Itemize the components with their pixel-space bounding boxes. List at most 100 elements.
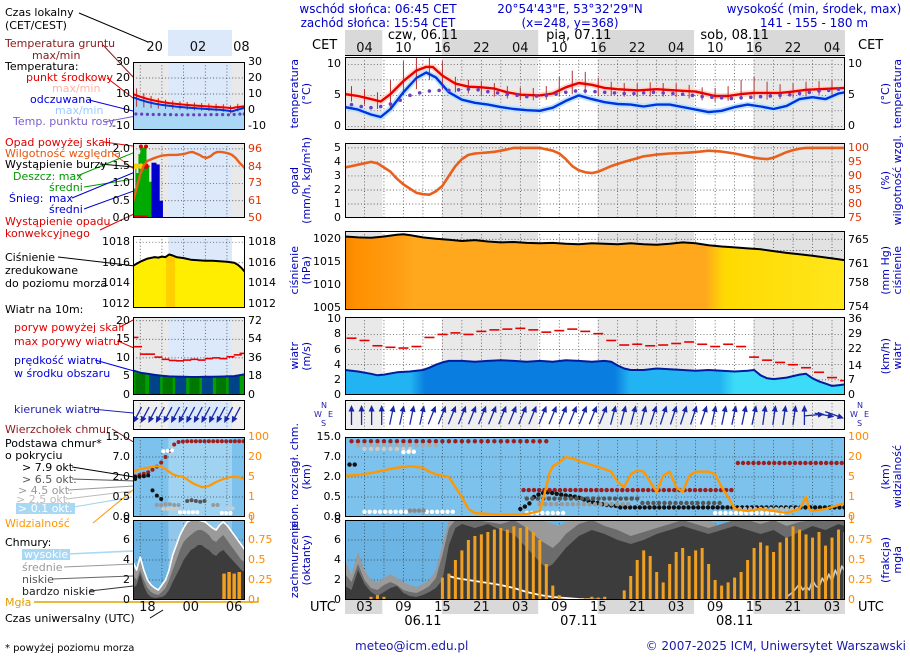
- sidebar-label: Wierzchołek chmur: [5, 423, 111, 436]
- ytick-right: 61: [248, 194, 262, 208]
- ytick-right: 20: [248, 450, 262, 463]
- sidebar-label: poryw powyżej skali: [14, 321, 125, 334]
- mini-cet-tick: 02: [189, 40, 207, 55]
- ytick-right: 0: [848, 388, 855, 401]
- ytick-left: 6: [123, 533, 130, 546]
- ytick-left: 10: [327, 312, 341, 326]
- ytick-right: 0: [848, 119, 855, 133]
- ytick-right: 22: [848, 341, 862, 355]
- ytick-left: 8: [334, 513, 341, 526]
- axis-title-text: wilgotność wzgl.: [891, 135, 904, 226]
- ytick-right: 765: [848, 232, 869, 246]
- ytick-right: 96: [248, 141, 262, 155]
- ytick-right: 0.25: [848, 573, 873, 586]
- ytick-right: 0: [248, 593, 255, 606]
- cet-tick: 16: [745, 41, 763, 56]
- ytick-right: 0: [848, 593, 855, 606]
- ytick-right: 50: [248, 211, 262, 224]
- cet-label-left: CET: [312, 38, 338, 53]
- cet-tick: 04: [512, 41, 529, 56]
- sidebar-label: > 2.5 okt.: [16, 493, 71, 506]
- ytick-left: 4: [334, 154, 341, 168]
- ytick-right: 754: [848, 299, 869, 313]
- sidebar-label: > 0.1 okt.: [16, 502, 75, 515]
- sidebar-label: max/min: [52, 82, 101, 95]
- cet-tick: 04: [667, 41, 685, 56]
- ytick-left: 5: [334, 140, 341, 154]
- location: 20°54'43"E, 53°32'29"N (x=248, y=368): [485, 2, 655, 30]
- cet-tick: 04: [823, 41, 841, 56]
- cet-tick: 16: [589, 41, 607, 56]
- cet-tick: 10: [706, 41, 724, 56]
- cet-tick: 22: [628, 41, 646, 56]
- mini-utc-tick: 00: [182, 600, 200, 615]
- axis-title-text: ciśnienie: [891, 246, 904, 295]
- sidebar-label: Mgła: [5, 596, 32, 609]
- sidebar-label: Wiatr na 10m:: [5, 303, 84, 316]
- chart-p2-precip-humidity: [345, 143, 845, 218]
- ytick-left: 0.5: [323, 490, 342, 503]
- ytick-right: 36: [248, 350, 262, 364]
- date-label: 06.11: [404, 614, 442, 629]
- footnote: * powyżej poziomu morza: [5, 643, 135, 654]
- ytick-right: 20: [248, 71, 262, 84]
- utc-tick: 21: [784, 600, 802, 615]
- utc-tick: 09: [551, 600, 568, 615]
- ytick-right: 5: [248, 470, 255, 483]
- sidebar-label: Widzialność: [5, 517, 70, 530]
- sidebar-label: Temperatura gruntu: [5, 37, 116, 50]
- ytick-left: 4: [123, 553, 130, 566]
- ytick-right: 85: [848, 182, 862, 196]
- ytick-right: 84: [248, 159, 262, 173]
- day-name: sob, 08.11: [700, 28, 769, 43]
- ytick-right: 73: [248, 176, 262, 190]
- chart-m4-mini-wind: [133, 317, 245, 395]
- day-name: pią, 07.11: [546, 28, 612, 43]
- ytick-left: 6: [334, 342, 341, 356]
- ytick-right: 1014: [248, 276, 276, 290]
- chart-p6-cloud-extent-visibility: [345, 437, 845, 517]
- ytick-left: 0.0: [112, 510, 131, 523]
- sidebar-label: > 6.5 okt.: [22, 473, 77, 486]
- ytick-right: -10: [248, 119, 266, 132]
- utc-tick: 09: [706, 600, 724, 615]
- sidebar-label: prędkość wiatru: [14, 354, 102, 367]
- cet-tick: 16: [434, 41, 451, 56]
- sidebar-label: punkt środkowy: [26, 71, 114, 84]
- sidebar-label: Temp. punktu rosy: [13, 115, 115, 128]
- ytick-left: 4: [334, 357, 341, 371]
- contact-email-link[interactable]: meteo@icm.edu.pl: [355, 639, 469, 653]
- utc-tick: 03: [512, 600, 529, 615]
- utc-label-left: UTC: [310, 600, 336, 615]
- ytick-left: 2: [334, 372, 341, 386]
- sidebar-label: Temperatura:: [5, 60, 79, 73]
- ytick-right: 1: [248, 513, 255, 526]
- ytick-left: 0.0: [112, 211, 131, 224]
- utc-tick: 09: [395, 600, 412, 615]
- ytick-right: 10: [248, 87, 262, 100]
- ytick-right: 0.75: [848, 533, 873, 546]
- ytick-left: 15.0: [316, 430, 342, 443]
- utc-tick: 15: [434, 600, 451, 615]
- chart-p3-pressure: [345, 231, 845, 310]
- sidebar-label: max/min: [55, 104, 104, 117]
- ytick-right: 758: [848, 275, 869, 289]
- sidebar-label: Opad powyżej skali: [5, 136, 111, 149]
- ytick-right: 20: [848, 450, 862, 463]
- chart-p4-wind: [345, 317, 845, 395]
- ytick-left: 1012: [102, 296, 130, 310]
- mini-cet-tick: 20: [146, 40, 163, 55]
- ytick-right: 36: [848, 312, 862, 326]
- ytick-left: 0.5: [112, 193, 131, 207]
- ytick-left: 0: [123, 593, 130, 606]
- cet-tick: 22: [473, 41, 490, 56]
- utc-tick: 15: [589, 600, 607, 615]
- ytick-left: 2.0: [323, 470, 342, 483]
- chart-m6-mini-cloud-extent: [133, 437, 245, 517]
- sidebar-label: konwekcyjnego: [5, 227, 90, 240]
- ytick-left: 15.0: [105, 430, 131, 443]
- ytick-right: 100: [848, 140, 869, 154]
- axis-title-text: mgła: [891, 546, 904, 574]
- ytick-right: 0.75: [248, 533, 273, 546]
